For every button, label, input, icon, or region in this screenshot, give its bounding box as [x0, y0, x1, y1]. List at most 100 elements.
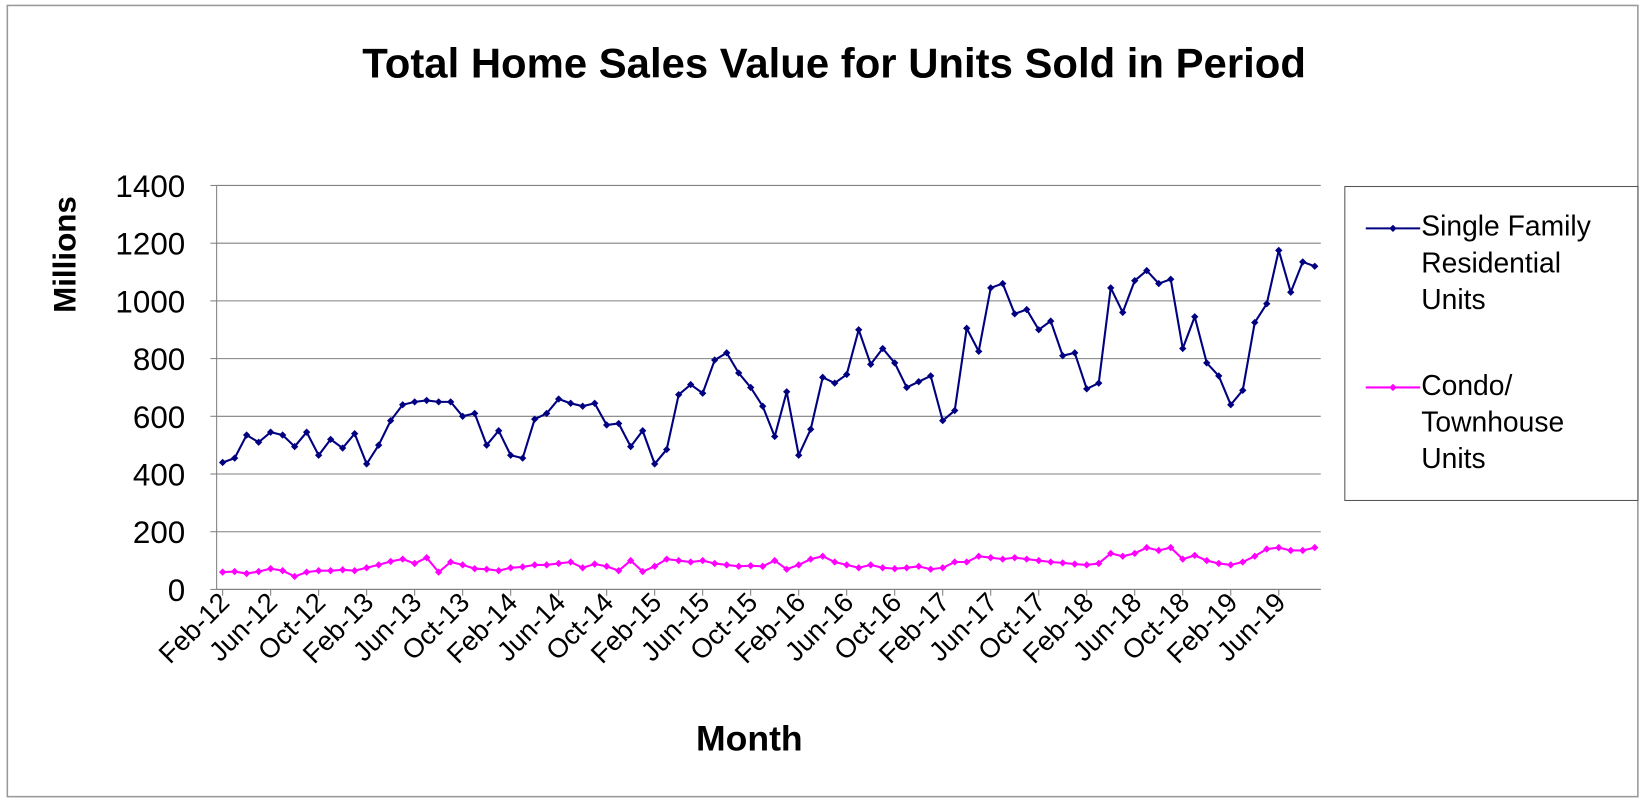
point-marker	[278, 431, 287, 439]
point-marker	[374, 441, 383, 449]
point-marker	[819, 552, 827, 560]
point-marker	[987, 554, 995, 562]
point-marker	[326, 567, 335, 575]
point-marker	[1239, 386, 1247, 394]
point-marker	[350, 567, 359, 575]
point-marker	[675, 556, 683, 565]
point-marker	[446, 558, 455, 566]
point-marker	[627, 442, 635, 451]
point-marker	[903, 383, 911, 392]
point-marker	[927, 372, 935, 380]
point-marker	[326, 435, 335, 444]
point-marker	[254, 567, 263, 576]
y-tick-label: 600	[133, 400, 185, 435]
point-marker	[579, 402, 587, 410]
point-marker	[951, 558, 959, 566]
point-marker	[362, 564, 371, 572]
point-marker	[687, 558, 695, 566]
point-marker	[675, 390, 683, 399]
point-marker	[1047, 558, 1055, 566]
point-marker	[338, 566, 347, 574]
point-marker	[747, 383, 755, 392]
point-marker	[1227, 561, 1235, 569]
point-marker	[1131, 277, 1139, 285]
point-marker	[915, 562, 923, 571]
point-marker	[386, 416, 395, 425]
point-marker	[915, 378, 923, 386]
point-marker	[699, 556, 707, 565]
point-marker	[747, 562, 755, 570]
point-marker	[615, 419, 623, 428]
point-marker	[1275, 543, 1283, 552]
point-marker	[831, 379, 839, 387]
point-marker	[1311, 262, 1319, 270]
point-marker	[471, 564, 479, 573]
point-marker	[1191, 313, 1199, 321]
point-marker	[1227, 401, 1235, 409]
point-marker	[459, 412, 467, 420]
point-marker	[663, 445, 671, 454]
point-marker	[410, 559, 419, 568]
point-marker	[338, 444, 347, 452]
point-marker	[1239, 558, 1247, 566]
y-tick-label: 1400	[115, 169, 185, 204]
point-marker	[1023, 305, 1031, 314]
point-marker	[410, 398, 419, 406]
point-marker	[1047, 317, 1055, 325]
point-marker	[735, 562, 743, 571]
point-marker	[711, 356, 719, 364]
point-marker	[1131, 549, 1139, 558]
legend-entry: Condo/ Townhouse Units	[1421, 369, 1565, 475]
point-marker	[422, 396, 431, 405]
point-marker	[891, 359, 899, 367]
point-marker	[483, 441, 491, 449]
point-marker	[867, 561, 875, 569]
point-marker	[302, 428, 311, 436]
point-marker	[963, 324, 971, 332]
point-marker	[278, 567, 287, 575]
legend-box	[1344, 185, 1639, 501]
point-marker	[939, 564, 947, 572]
point-marker	[591, 399, 599, 407]
point-marker	[1263, 545, 1271, 553]
point-marker	[422, 554, 431, 562]
point-marker	[302, 568, 311, 576]
point-marker	[1095, 379, 1103, 387]
point-marker	[771, 556, 779, 565]
point-marker	[579, 564, 587, 572]
point-marker	[1287, 546, 1295, 555]
point-marker	[639, 567, 647, 576]
point-marker	[242, 569, 251, 578]
point-marker	[819, 373, 827, 382]
point-marker	[999, 279, 1007, 288]
point-marker	[735, 369, 743, 377]
point-marker	[230, 567, 239, 576]
point-marker	[867, 360, 875, 369]
point-marker	[1155, 279, 1163, 288]
point-marker	[1011, 310, 1019, 318]
point-marker	[290, 442, 299, 451]
point-marker	[495, 567, 503, 575]
point-marker	[591, 560, 599, 568]
point-marker	[975, 347, 983, 356]
point-marker	[1263, 300, 1271, 308]
point-marker	[507, 451, 515, 459]
legend-label: Condo/ Townhouse Units	[1421, 369, 1565, 475]
point-marker	[711, 559, 719, 568]
point-marker	[398, 401, 407, 409]
y-tick-label: 200	[133, 515, 185, 550]
point-marker	[807, 425, 815, 433]
y-tick-label: 1000	[115, 284, 185, 319]
point-marker	[879, 344, 887, 353]
point-marker	[795, 561, 803, 569]
point-marker	[603, 562, 611, 571]
point-marker	[374, 561, 383, 569]
point-marker	[1203, 556, 1211, 565]
point-marker	[266, 564, 275, 573]
point-marker	[903, 564, 911, 572]
y-tick-label: 800	[133, 342, 185, 377]
point-marker	[807, 555, 815, 563]
point-marker	[1215, 372, 1223, 380]
point-marker	[651, 562, 659, 571]
point-marker	[1083, 385, 1091, 393]
